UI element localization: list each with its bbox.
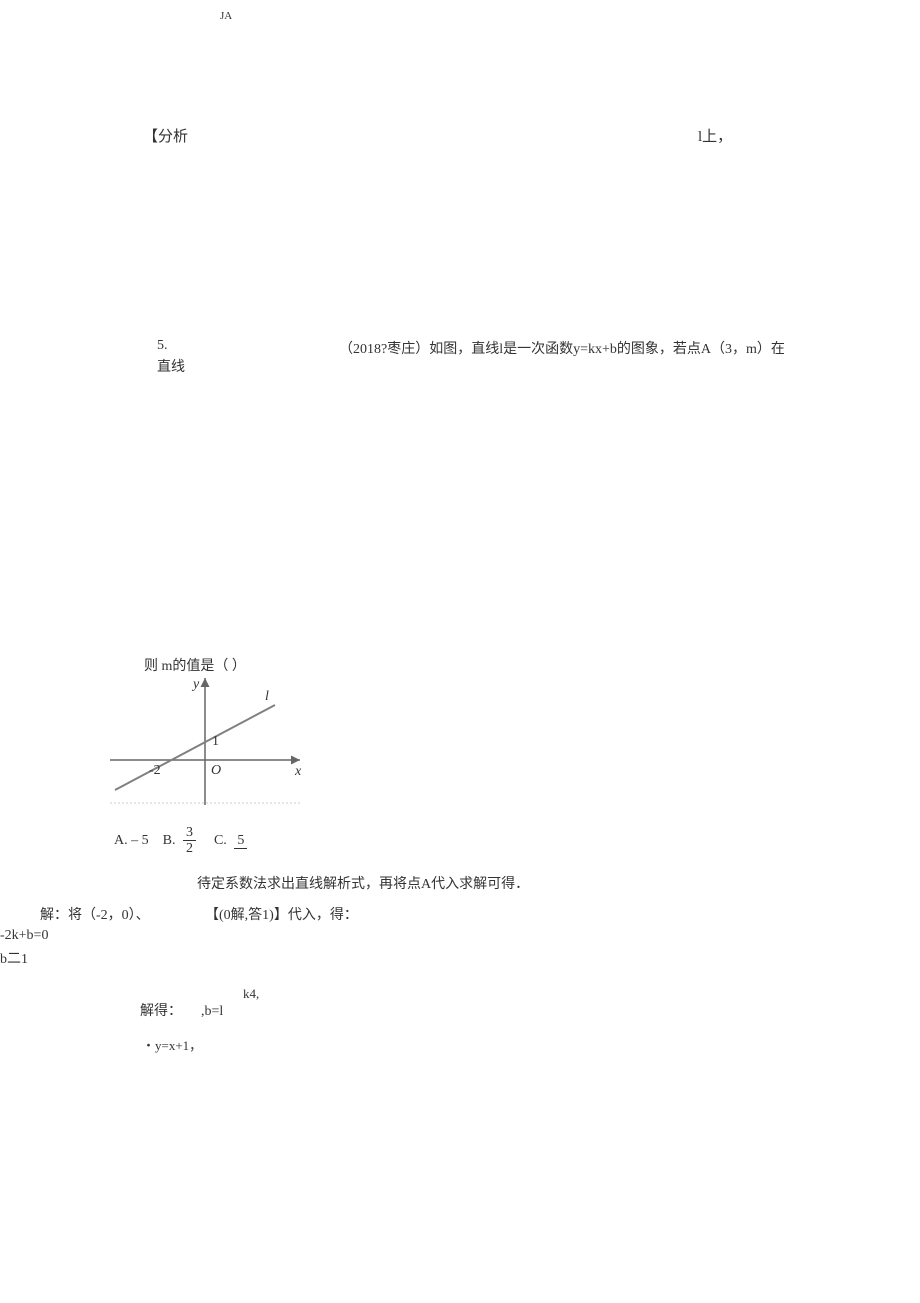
choice-a-value: – 5 (131, 833, 149, 848)
y-equation: ・y=x+1， (142, 1035, 202, 1054)
choice-c-label: C. (214, 833, 227, 848)
y-intercept-label: 1 (212, 734, 219, 749)
line-label: l (265, 689, 269, 704)
question-text-line1: （2018?枣庄）如图，直线l是一次函数y=kx+b的图象，若点A（3，m）在 (339, 338, 785, 358)
choice-b-fraction: 3 2 (183, 825, 196, 857)
question-number: 5. (157, 338, 168, 354)
equation-1: -2k+b=0 (0, 928, 48, 944)
x-axis-label: x (294, 764, 302, 779)
choice-b-denominator: 2 (183, 841, 196, 856)
solution-obtained: 解得： (140, 1000, 182, 1020)
solution-step1-mid: 【(0解,答1)】代入，得： (205, 904, 358, 924)
question-text-line2: 直线 (157, 356, 185, 376)
answer-choices: A. – 5 B. 3 2 C. 5 (114, 825, 251, 857)
choice-a-label: A. (114, 833, 128, 848)
analysis-fragment: l上， (698, 125, 732, 146)
y-axis-label: y (191, 677, 200, 692)
solution-explain: 待定系数法求出直线解析式，再将点A代入求解可得． (197, 873, 529, 893)
choice-b-numerator: 3 (183, 825, 196, 841)
function-graph: y x O -2 1 l (105, 670, 310, 810)
header-text: JA (220, 10, 232, 22)
function-line (115, 705, 275, 790)
k-value: k4, (243, 986, 259, 1002)
analysis-label: 【分析 (143, 125, 188, 146)
x-intercept-label: -2 (149, 763, 161, 778)
solution-step1-pre: 解：将（-2，0）、 (40, 904, 150, 924)
equation-2: b二1 (0, 948, 28, 968)
b-value: ,b=l (201, 1004, 223, 1020)
origin-label: O (211, 763, 221, 778)
choice-b-label: B. (163, 833, 176, 848)
choice-c-value: 5 (234, 833, 247, 849)
